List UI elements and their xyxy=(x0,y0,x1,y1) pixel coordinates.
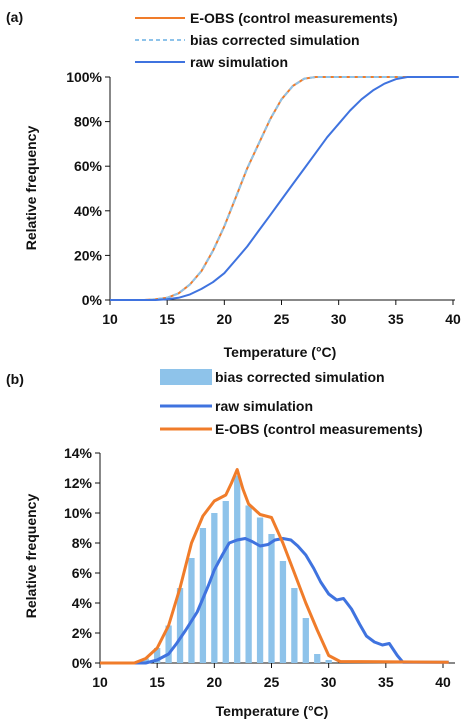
y-tick-label: 14% xyxy=(64,445,93,461)
legend-label-bias: bias corrected simulation xyxy=(190,32,360,48)
legend-swatch-bias-bar xyxy=(160,369,212,385)
x-tick-label: 25 xyxy=(274,311,290,327)
raw-simulation-line xyxy=(100,537,449,665)
x-tick-label: 30 xyxy=(331,311,347,327)
y-tick-label: 40% xyxy=(74,203,103,219)
panel-b-ylabel: Relative frequency xyxy=(23,494,39,619)
bias-corrected-bar xyxy=(222,501,229,663)
bias-corrected-bar xyxy=(302,618,309,663)
x-tick-label: 25 xyxy=(264,674,280,690)
panel-b-xlabel: Temperature (°C) xyxy=(216,703,329,719)
bias-corrected-bar xyxy=(142,658,149,663)
y-tick-label: 8% xyxy=(72,535,93,551)
y-tick-label: 10% xyxy=(64,505,93,521)
y-tick-label: 100% xyxy=(66,69,102,85)
bias-corrected-bar xyxy=(165,625,172,663)
x-tick-label: 35 xyxy=(388,311,404,327)
y-tick-label: 12% xyxy=(64,475,93,491)
bias-corrected-bar xyxy=(154,648,161,663)
x-tick-label: 20 xyxy=(217,311,233,327)
panel-b-label: (b) xyxy=(6,371,24,387)
x-tick-label: 40 xyxy=(445,311,461,327)
panel-a-ylabel: Relative frequency xyxy=(23,126,39,251)
raw-simulation-line xyxy=(110,76,459,301)
legend-label-bias-bar: bias corrected simulation xyxy=(215,369,385,385)
y-tick-label: 0% xyxy=(72,655,93,671)
bias-corrected-bar xyxy=(256,517,264,663)
legend-label-raw: raw simulation xyxy=(190,54,288,70)
y-tick-label: 60% xyxy=(74,158,103,174)
x-tick-label: 10 xyxy=(102,311,118,327)
y-tick-label: 20% xyxy=(74,247,103,263)
x-tick-label: 40 xyxy=(435,674,451,690)
panel-b-chart: (b) bias corrected simulation raw simula… xyxy=(6,369,455,719)
legend-label-eobs: E-OBS (control measurements) xyxy=(190,10,398,26)
bias-corrected-bar xyxy=(279,561,287,663)
legend-label-raw-b: raw simulation xyxy=(215,398,313,414)
panel-a-chart: (a) E-OBS (control measurements) bias co… xyxy=(6,9,461,360)
y-tick-label: 2% xyxy=(72,625,93,641)
y-tick-label: 4% xyxy=(72,595,93,611)
bias-corrected-bar xyxy=(314,654,321,663)
x-tick-label: 20 xyxy=(207,674,223,690)
eobs-line xyxy=(100,468,449,665)
y-tick-label: 80% xyxy=(74,114,103,130)
bias-corrected-bar xyxy=(291,588,298,663)
panel-a-legend: E-OBS (control measurements) bias correc… xyxy=(135,10,398,70)
panel-a-label: (a) xyxy=(6,9,23,25)
x-tick-label: 15 xyxy=(159,311,175,327)
bias-corrected-bar xyxy=(325,660,332,663)
bias-corrected-line xyxy=(110,76,459,301)
x-tick-label: 15 xyxy=(149,674,165,690)
bias-corrected-bar xyxy=(234,475,241,663)
legend-label-eobs-b: E-OBS (control measurements) xyxy=(215,421,423,437)
x-tick-label: 30 xyxy=(321,674,337,690)
bias-corrected-bar xyxy=(188,558,195,663)
eobs-line xyxy=(110,76,459,301)
bias-corrected-bar xyxy=(268,534,275,663)
y-tick-label: 0% xyxy=(82,292,103,308)
y-tick-label: 6% xyxy=(72,565,93,581)
panel-b-legend: bias corrected simulation raw simulation… xyxy=(160,369,423,437)
bias-corrected-bar xyxy=(245,505,252,663)
x-tick-label: 10 xyxy=(92,674,108,690)
panel-a-xlabel: Temperature (°C) xyxy=(224,344,337,360)
bias-corrected-bar xyxy=(176,588,184,663)
bias-corrected-bar xyxy=(211,513,218,663)
x-tick-label: 35 xyxy=(378,674,394,690)
